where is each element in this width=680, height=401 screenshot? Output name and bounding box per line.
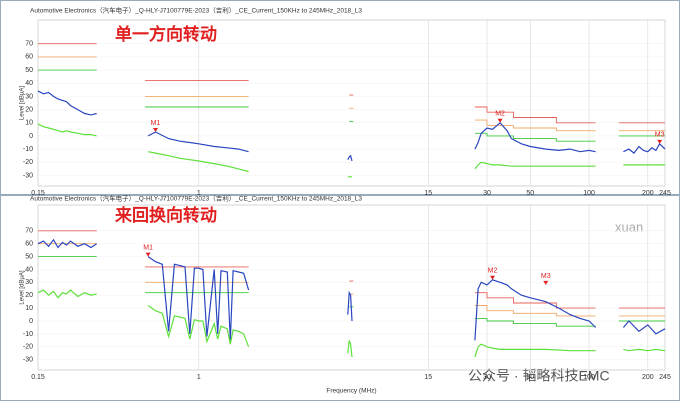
y-tick-label: -20 — [23, 159, 33, 166]
series-line — [38, 56, 665, 132]
series-line — [38, 43, 665, 124]
marker-label: M1 — [151, 120, 161, 127]
x-tick-label: 0.15 — [31, 374, 45, 381]
chart-subtitle: 来回换向转动 — [114, 205, 217, 226]
y-tick-label: 10 — [25, 120, 33, 127]
watermark: 公众号 · 韬略科技EMC — [468, 368, 610, 384]
chart-title: Automotive Electronics（汽车电子）_Q-HLY-J7100… — [30, 6, 362, 15]
marker-label: M3 — [655, 132, 665, 139]
y-axis-label: Level [dBµA] — [20, 86, 26, 120]
marker-label: M2 — [495, 111, 505, 118]
x-tick-label: 245 — [659, 190, 671, 197]
x-tick-label: 200 — [642, 190, 654, 197]
marker-label: M3 — [541, 273, 551, 280]
series-line — [37, 289, 666, 358]
marker — [657, 139, 663, 144]
y-tick-label: -20 — [23, 344, 33, 351]
y-tick-label: 40 — [25, 80, 33, 87]
y-tick-label: -10 — [23, 331, 33, 338]
marker — [543, 280, 549, 285]
x-tick-label: 50 — [526, 374, 534, 381]
y-tick-label: 0 — [29, 133, 33, 140]
y-tick-label: 20 — [25, 292, 33, 299]
marker — [152, 127, 158, 132]
x-axis-label: Frequency (MHz) — [326, 388, 376, 395]
y-tick-label: 20 — [25, 106, 33, 113]
plot-area — [37, 204, 666, 371]
y-tick-label: 70 — [25, 228, 33, 235]
series-line — [37, 123, 665, 178]
x-tick-label: 30 — [483, 190, 491, 197]
marker — [497, 118, 503, 123]
x-tick-label: 245 — [659, 374, 671, 381]
y-tick-label: -10 — [23, 146, 33, 153]
marker — [489, 275, 495, 280]
x-tick-label: 200 — [642, 374, 654, 381]
y-tick-label: 50 — [25, 253, 33, 260]
chart-subtitle: 单一方向转动 — [115, 24, 217, 45]
x-tick-label: 1 — [197, 374, 201, 381]
y-tick-label: 50 — [25, 67, 33, 74]
y-tick-label: -30 — [23, 172, 33, 179]
y-tick-label: 40 — [25, 266, 33, 273]
y-tick-label: 0 — [29, 318, 33, 325]
panel — [0, 0, 680, 195]
x-tick-label: 30 — [483, 374, 491, 381]
y-tick-label: 10 — [25, 305, 33, 312]
y-axis-label: Level [dBµA] — [20, 270, 26, 304]
series-line — [37, 238, 666, 341]
y-tick-label: 60 — [25, 54, 33, 61]
marker-label: M1 — [143, 244, 153, 251]
marker — [145, 252, 151, 257]
x-tick-label: 15 — [424, 190, 432, 197]
x-tick-label: 50 — [526, 190, 534, 197]
chart-title: Automotive Electronics（汽车电子）_Q-HLY-J7100… — [30, 194, 362, 203]
y-tick-label: 60 — [25, 241, 33, 248]
x-tick-label: 0.15 — [31, 190, 45, 197]
marker-label: M2 — [488, 268, 498, 275]
series-line — [38, 69, 665, 142]
y-tick-label: -30 — [23, 357, 33, 364]
y-tick-label: 70 — [25, 41, 33, 48]
x-tick-label: 100 — [583, 190, 595, 197]
series-line — [37, 90, 666, 162]
x-tick-label: 15 — [424, 374, 432, 381]
y-tick-label: 30 — [25, 279, 33, 286]
x-tick-label: 100 — [583, 374, 595, 381]
series-line — [38, 230, 665, 309]
watermark: xuan — [615, 219, 643, 234]
y-tick-label: 30 — [25, 93, 33, 100]
x-tick-label: 1 — [197, 190, 201, 197]
